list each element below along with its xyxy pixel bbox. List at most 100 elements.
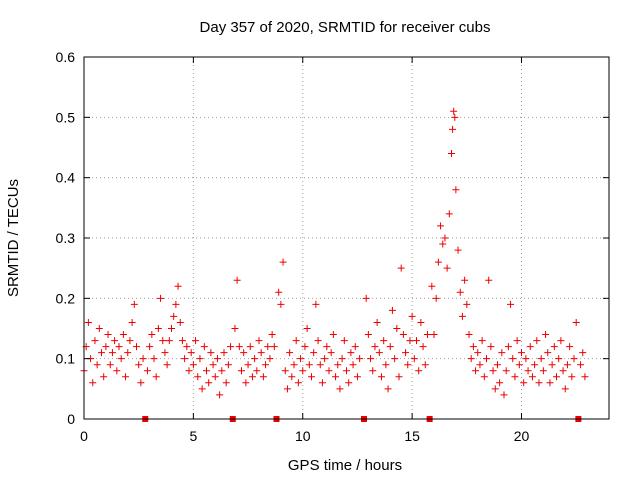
data-point xyxy=(577,361,585,369)
plot-frame xyxy=(83,56,610,420)
data-point xyxy=(185,367,193,375)
data-point xyxy=(207,349,215,357)
data-point xyxy=(211,373,219,381)
data-point xyxy=(174,282,182,290)
x-axis-label: GPS time / hours xyxy=(288,457,402,474)
data-point xyxy=(561,385,569,393)
data-point xyxy=(485,276,493,284)
data-point xyxy=(493,361,501,369)
data-point xyxy=(266,355,274,363)
data-point xyxy=(417,318,425,326)
data-point xyxy=(553,373,560,381)
y-tick-label: 0.5 xyxy=(56,109,76,125)
data-point xyxy=(336,385,344,393)
data-point xyxy=(246,343,254,351)
data-point xyxy=(95,325,103,332)
data-point xyxy=(496,379,504,387)
data-point xyxy=(321,355,329,363)
data-point xyxy=(369,367,377,375)
data-point xyxy=(581,373,589,381)
data-points xyxy=(80,107,589,399)
data-point xyxy=(544,349,552,357)
grid-lines xyxy=(84,57,609,419)
data-point xyxy=(227,343,235,351)
data-point xyxy=(213,355,221,363)
data-point xyxy=(491,385,499,393)
data-point xyxy=(259,373,267,381)
data-point xyxy=(402,349,410,357)
data-point xyxy=(542,331,550,339)
data-point xyxy=(286,349,294,357)
data-point xyxy=(522,355,530,363)
data-point xyxy=(327,349,335,357)
data-point xyxy=(445,210,453,218)
data-point xyxy=(323,343,331,351)
data-point xyxy=(548,361,556,369)
data-point xyxy=(104,331,112,339)
data-point xyxy=(557,337,565,345)
data-point xyxy=(386,343,394,351)
y-tick-label: 0.2 xyxy=(56,290,76,306)
data-point xyxy=(334,361,342,369)
data-point xyxy=(340,337,348,345)
data-point xyxy=(474,349,482,357)
data-point xyxy=(163,361,171,369)
data-point xyxy=(345,379,353,387)
data-point xyxy=(399,331,407,339)
data-point xyxy=(139,355,147,363)
y-tick-label: 0.6 xyxy=(56,49,76,65)
chart-title: Day 357 of 2020, SRMTID for receiver cub… xyxy=(200,19,491,36)
data-point xyxy=(325,367,333,375)
data-point xyxy=(187,349,195,357)
data-point xyxy=(198,385,206,393)
data-point xyxy=(157,294,165,302)
data-point xyxy=(513,337,521,345)
data-point xyxy=(178,337,186,345)
data-point xyxy=(159,337,167,345)
data-point xyxy=(568,373,576,381)
data-point xyxy=(192,337,200,345)
data-point xyxy=(504,343,512,351)
data-point xyxy=(242,379,250,387)
data-point xyxy=(205,379,213,387)
data-point xyxy=(301,343,309,351)
data-point xyxy=(233,276,241,284)
data-point xyxy=(288,373,296,381)
data-point xyxy=(347,349,355,357)
data-point xyxy=(294,379,302,387)
data-point xyxy=(469,343,477,351)
data-point xyxy=(410,355,418,363)
data-point xyxy=(364,331,372,339)
data-point xyxy=(539,367,547,375)
data-point xyxy=(165,337,173,345)
data-point xyxy=(472,367,480,375)
data-point xyxy=(257,349,265,357)
data-point xyxy=(312,300,320,308)
data-point xyxy=(404,361,412,369)
data-point xyxy=(437,222,445,230)
x-tick-label: 10 xyxy=(295,428,311,444)
data-point xyxy=(351,343,359,351)
data-point xyxy=(200,343,208,351)
y-tick-label: 0.3 xyxy=(56,230,76,246)
data-point xyxy=(356,355,364,363)
y-tick-label: 0.1 xyxy=(56,351,76,367)
data-point xyxy=(441,234,449,242)
data-point xyxy=(480,373,488,381)
data-point xyxy=(146,343,154,351)
data-point xyxy=(518,349,525,357)
data-point xyxy=(566,343,574,351)
data-point xyxy=(100,373,108,381)
data-point xyxy=(489,367,497,375)
data-point xyxy=(393,325,401,332)
data-point xyxy=(183,343,191,351)
data-point xyxy=(209,361,217,369)
data-point xyxy=(528,373,536,381)
data-point xyxy=(450,107,458,115)
data-point xyxy=(434,258,442,266)
data-point xyxy=(478,337,486,345)
data-point xyxy=(130,300,138,308)
x-tick-label: 20 xyxy=(514,428,530,444)
data-point xyxy=(84,318,92,326)
